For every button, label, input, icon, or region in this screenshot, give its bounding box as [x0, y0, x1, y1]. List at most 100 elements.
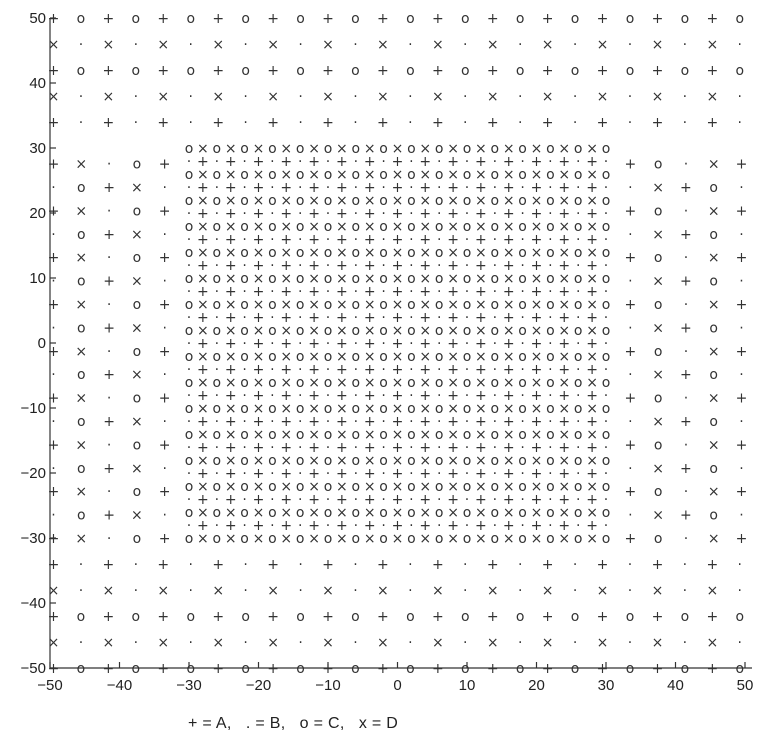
point-b: · [738, 115, 742, 131]
point-b: · [354, 414, 358, 430]
point-a: + [322, 557, 334, 573]
point-a: + [624, 344, 636, 360]
point-d: × [157, 89, 169, 105]
point-b: · [738, 557, 742, 573]
point-a: + [157, 661, 169, 677]
point-c: o [463, 401, 472, 417]
point-a: + [308, 284, 320, 300]
point-b: · [298, 388, 302, 404]
point-c: o [213, 167, 222, 183]
point-c: o [602, 479, 611, 495]
point-c: o [240, 531, 249, 547]
point-a: + [503, 492, 515, 508]
point-b: · [242, 310, 246, 326]
point-a: + [558, 232, 570, 248]
point-d: × [225, 141, 237, 157]
point-b: · [628, 414, 632, 430]
point-d: × [253, 349, 265, 365]
point-a: + [503, 232, 515, 248]
point-b: · [520, 154, 524, 170]
point-c: o [546, 219, 555, 235]
point-c: o [491, 141, 500, 157]
point-b: · [381, 258, 385, 274]
point-d: × [253, 427, 265, 443]
point-d: × [336, 245, 348, 261]
point-d: × [503, 271, 515, 287]
point-a: + [736, 297, 748, 313]
point-b: · [326, 466, 330, 482]
point-a: + [392, 362, 404, 378]
point-d: × [308, 323, 320, 339]
point-c: o [654, 157, 663, 173]
point-b: · [298, 37, 302, 53]
point-d: × [336, 427, 348, 443]
point-d: × [336, 453, 348, 469]
point-a: + [308, 414, 320, 430]
point-b: · [576, 180, 580, 196]
point-c: o [407, 167, 416, 183]
point-c: o [133, 484, 142, 500]
point-a: + [487, 557, 499, 573]
point-a: + [253, 440, 265, 456]
point-c: o [296, 661, 305, 677]
point-c: o [296, 219, 305, 235]
point-b: · [215, 414, 219, 430]
point-a: + [680, 227, 692, 243]
point-d: × [280, 141, 292, 157]
point-d: × [392, 167, 404, 183]
point-b: · [604, 154, 608, 170]
point-d: × [253, 401, 265, 417]
x-tick-label: 40 [667, 677, 684, 694]
point-c: o [491, 401, 500, 417]
point-b: · [437, 492, 441, 508]
point-a: + [377, 661, 389, 677]
point-a: + [542, 661, 554, 677]
point-c: o [351, 11, 360, 27]
legend: + = A, . = B, o = C, x = D [188, 715, 399, 732]
point-a: + [487, 115, 499, 131]
point-b: · [437, 154, 441, 170]
point-d: × [48, 89, 60, 105]
point-a: + [447, 440, 459, 456]
point-c: o [435, 323, 444, 339]
point-c: o [240, 219, 249, 235]
point-c: o [518, 479, 527, 495]
point-c: o [518, 193, 527, 209]
point-d: × [253, 453, 265, 469]
point-a: + [159, 484, 171, 500]
point-b: · [409, 492, 413, 508]
point-b: · [353, 635, 357, 651]
point-a: + [706, 63, 718, 79]
point-d: × [531, 375, 543, 391]
point-a: + [212, 63, 224, 79]
point-c: o [602, 193, 611, 209]
point-a: + [503, 258, 515, 274]
point-b: · [298, 115, 302, 131]
point-c: o [546, 245, 555, 261]
point-a: + [503, 440, 515, 456]
point-a: + [253, 518, 265, 534]
point-a: + [197, 206, 209, 222]
point-b: · [409, 388, 413, 404]
point-c: o [379, 531, 388, 547]
point-b: · [465, 232, 469, 248]
point-d: × [652, 367, 664, 383]
point-d: × [225, 167, 237, 183]
point-b: · [51, 508, 55, 524]
point-b: · [215, 206, 219, 222]
point-c: o [296, 609, 305, 625]
point-b: · [326, 362, 330, 378]
point-b: · [270, 492, 274, 508]
point-c: o [379, 141, 388, 157]
point-c: o [77, 461, 86, 477]
point-a: + [253, 362, 265, 378]
point-a: + [736, 250, 748, 266]
point-d: × [253, 271, 265, 287]
point-b: · [548, 232, 552, 248]
point-a: + [736, 484, 748, 500]
point-b: · [520, 310, 524, 326]
point-b: · [738, 89, 742, 105]
point-d: × [487, 37, 499, 53]
point-c: o [435, 297, 444, 313]
point-a: + [197, 154, 209, 170]
